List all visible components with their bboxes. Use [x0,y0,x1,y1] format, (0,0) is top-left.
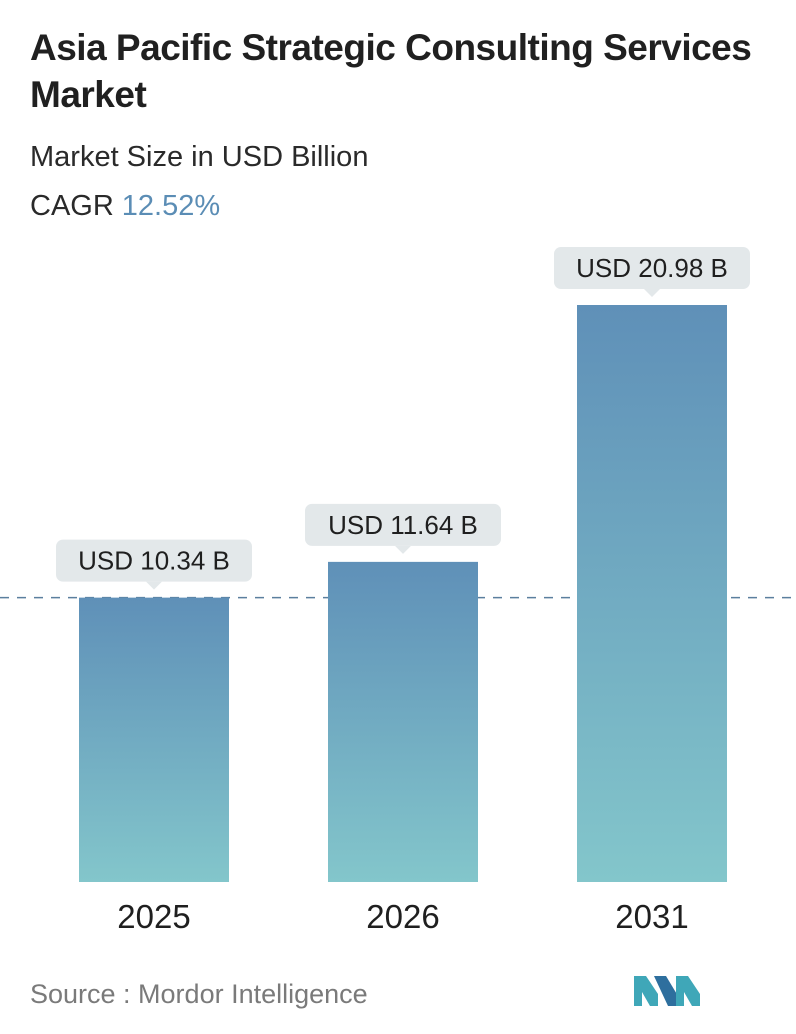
source-credit: Source : Mordor Intelligence [30,979,368,1009]
bars-layer [79,305,727,882]
data-label-bubble [554,247,750,289]
x-tick-label-2025: 2025 [117,898,190,935]
data-label-2025: USD 10.34 B [56,539,252,590]
chart-subtitle: Market Size in USD Billion [30,141,369,173]
cagr-label: CAGR [30,190,114,222]
bar-2026 [328,561,478,882]
chart-title: Asia Pacific Strategic Consulting Servic… [30,27,752,115]
x-tick-label-2026: 2026 [366,898,439,935]
logo-right-shape [676,976,700,1006]
cagr-line: CAGR 12.52% [30,188,220,224]
data-label-2031: USD 20.98 B [554,247,750,297]
bar-2025 [79,597,229,882]
data-label-2026: USD 11.64 B [305,503,501,554]
data-label-pointer [146,581,162,590]
x-axis-ticks: 2025 2026 2031 [117,898,688,935]
data-label-text: USD 11.64 B [328,510,478,540]
data-label-pointer [644,289,660,297]
logo-middle-shape [654,976,678,1006]
data-label-pointer [395,545,411,554]
cagr-value: 12.52% [121,190,221,222]
x-tick-label-2031: 2031 [615,898,688,935]
logo-left-shape [634,976,658,1006]
data-label-text: USD 10.34 B [78,546,230,576]
data-label-bubble [56,539,252,582]
data-label-text: USD 20.98 B [576,253,728,283]
mordor-intelligence-logo [634,976,700,1006]
data-labels-layer: USD 10.34 B USD 11.64 B USD 20.98 B [56,247,750,590]
data-label-bubble [305,503,501,546]
bar-2031 [577,305,727,882]
